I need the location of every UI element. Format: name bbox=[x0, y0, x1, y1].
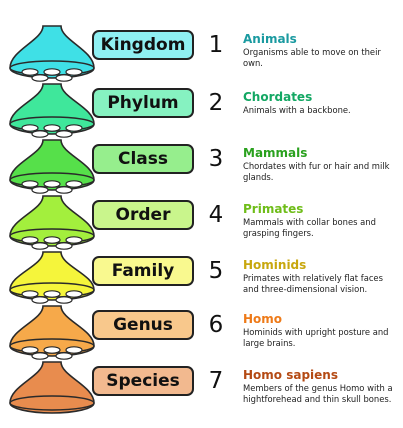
tier-loop bbox=[21, 68, 39, 76]
tier-loop bbox=[65, 124, 83, 132]
tier-loop bbox=[31, 352, 49, 360]
group-description: Chordates with fur or hair and milk glan… bbox=[243, 161, 390, 182]
group-description: Animals with a backbone. bbox=[243, 105, 351, 115]
tier-loop bbox=[65, 346, 83, 354]
tier-loop bbox=[31, 242, 49, 250]
tier-loop bbox=[55, 296, 73, 304]
rank-box-phylum: Phylum bbox=[92, 88, 194, 118]
tier-loop bbox=[21, 180, 39, 188]
tier-loop bbox=[43, 124, 61, 132]
tier-loop bbox=[43, 180, 61, 188]
group-title: Animals bbox=[243, 32, 297, 46]
group-description: Members of the genus Homo with a hightfo… bbox=[243, 383, 393, 404]
tier-genus bbox=[9, 305, 95, 360]
tier-kingdom bbox=[9, 25, 95, 82]
group-title: Mammals bbox=[243, 146, 308, 160]
tier-loop bbox=[65, 236, 83, 244]
group-description: Mammals with collar bones and grasping f… bbox=[243, 217, 376, 238]
rank-box-kingdom: Kingdom bbox=[92, 30, 194, 60]
tier-body bbox=[9, 139, 95, 191]
tier-loop bbox=[21, 236, 39, 244]
tier-loop bbox=[55, 74, 73, 82]
rank-box-family: Family bbox=[92, 256, 194, 286]
tier-loop bbox=[21, 124, 39, 132]
tier-species bbox=[9, 361, 95, 414]
tier-loop bbox=[31, 186, 49, 194]
group-description: Primates with relatively flat faces and … bbox=[243, 273, 383, 294]
tier-loop bbox=[43, 236, 61, 244]
group-title: Chordates bbox=[243, 90, 313, 104]
rank-number: 3 bbox=[208, 146, 224, 172]
rank-box-genus: Genus bbox=[92, 310, 194, 340]
tier-loop bbox=[31, 74, 49, 82]
rank-number: 4 bbox=[208, 202, 224, 228]
rank-box-species: Species bbox=[92, 366, 194, 396]
tier-loop bbox=[31, 296, 49, 304]
tier-loop bbox=[55, 130, 73, 138]
tier-phylum bbox=[9, 83, 95, 138]
rank-number: 2 bbox=[208, 90, 224, 116]
group-description: Hominids with upright posture and large … bbox=[243, 327, 389, 348]
tier-family bbox=[9, 251, 95, 304]
tier-body bbox=[9, 25, 95, 79]
tier-loop bbox=[31, 130, 49, 138]
tier-loop bbox=[55, 242, 73, 250]
tier-body bbox=[9, 361, 95, 414]
rank-number: 7 bbox=[208, 368, 224, 394]
rank-box-order: Order bbox=[92, 200, 194, 230]
tier-loop bbox=[65, 68, 83, 76]
group-title: Primates bbox=[243, 202, 304, 216]
tier-loop bbox=[21, 290, 39, 298]
rank-number: 6 bbox=[208, 312, 224, 338]
group-title: Hominids bbox=[243, 258, 307, 272]
tier-loop bbox=[65, 180, 83, 188]
tier-rim bbox=[9, 395, 95, 411]
rank-number: 5 bbox=[208, 258, 224, 284]
tier-loop bbox=[55, 186, 73, 194]
tier-body bbox=[9, 305, 95, 357]
group-title: Homo sapiens bbox=[243, 368, 338, 382]
rank-box-class: Class bbox=[92, 144, 194, 174]
tier-loop bbox=[65, 290, 83, 298]
group-title: Homo bbox=[243, 312, 283, 326]
tier-loop bbox=[43, 346, 61, 354]
tier-class bbox=[9, 139, 95, 194]
tier-loop bbox=[43, 68, 61, 76]
tier-loop bbox=[43, 290, 61, 298]
rank-number: 1 bbox=[208, 32, 224, 58]
tier-body bbox=[9, 251, 95, 301]
group-description: Organisms able to move on their own. bbox=[243, 47, 381, 68]
tier-loop bbox=[55, 352, 73, 360]
tier-body bbox=[9, 83, 95, 135]
tier-order bbox=[9, 195, 95, 250]
tier-loop bbox=[21, 346, 39, 354]
tier-body bbox=[9, 195, 95, 247]
